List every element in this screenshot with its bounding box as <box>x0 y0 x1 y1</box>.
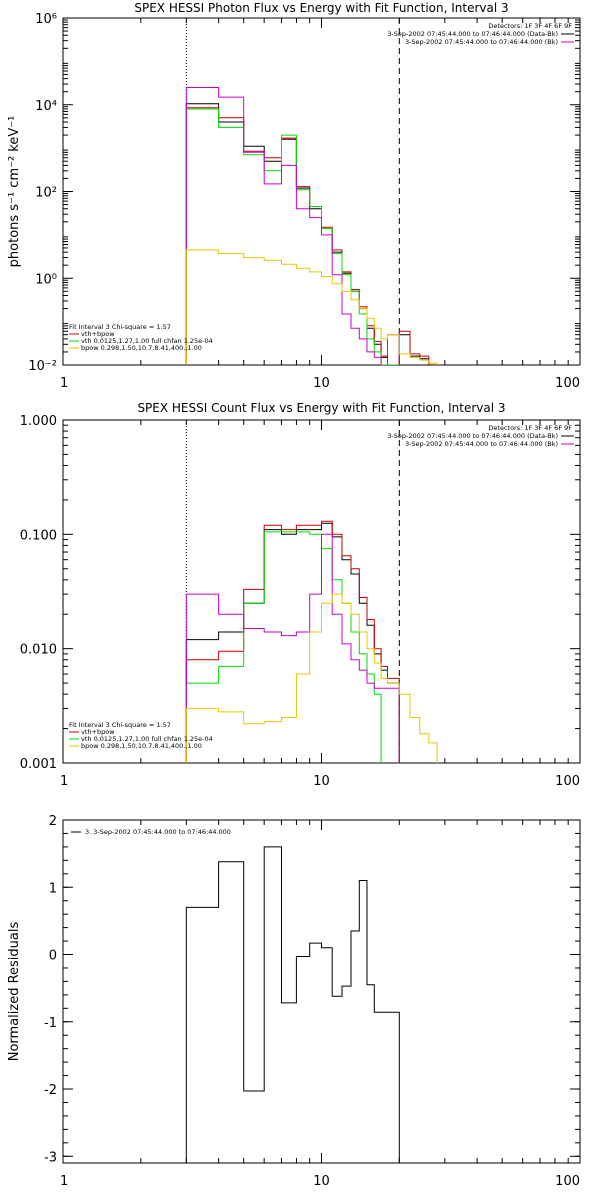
fit-legend-label: bpow 0.298,1.50,10.7,8.41,400.,1.00 <box>81 344 202 352</box>
fit-legend-label: vth+bpow <box>81 330 115 338</box>
series-line-bpow <box>185 593 438 763</box>
y-axis: 10⁻² 10⁰ 10² 10⁴ 10⁶ <box>28 12 580 374</box>
series-line-data <box>185 103 430 365</box>
x-tick-label: 1 <box>60 1174 68 1189</box>
series-background <box>185 533 400 763</box>
x-tick-label: 10 <box>313 376 330 391</box>
y-tick-label: 10⁻² <box>28 359 57 374</box>
chart-title: SPEX HESSI Count Flux vs Energy with Fit… <box>137 401 505 415</box>
detector-legend: Detectors: 1F 3F 4F 6F 9F3-Sep-2002 07:4… <box>387 424 574 448</box>
y-tick-label: 2 <box>49 814 57 829</box>
y-tick-label: 0.010 <box>20 643 57 658</box>
y-tick-label: 0.001 <box>20 757 57 772</box>
series-line-background <box>185 533 400 763</box>
fit-legend-header: Fit Interval 3 Chi-square = 1.57 <box>69 721 171 729</box>
y-axis: -3 -2 -1 0 1 2 <box>44 814 580 1165</box>
series-line-vth <box>185 108 400 365</box>
y-tick-label: 1 <box>49 881 57 896</box>
interval-legend: 3. 3-Sep-2002 07:45:44.000 to 07:46:44.0… <box>71 828 231 836</box>
y-axis: 0.001 0.010 0.100 1.000 <box>20 414 580 772</box>
y-tick-label: 0 <box>49 949 57 964</box>
detector-legend: Detectors: 1F 3F 4F 6F 9F3-Sep-2002 07:4… <box>387 22 574 46</box>
series-line-background <box>185 87 400 365</box>
series-line-residuals <box>185 846 400 1163</box>
x-tick-label: 10 <box>313 774 330 789</box>
legend-label: 3. 3-Sep-2002 07:45:44.000 to 07:46:44.0… <box>85 828 231 836</box>
legend-label: 3-Sep-2002 07:45:44.000 to 07:46:44.000 … <box>405 38 558 46</box>
series-line-bpow <box>185 249 438 365</box>
fit-legend: Fit Interval 3 Chi-square = 1.57vth+bpow… <box>69 721 213 750</box>
fit-legend-label: bpow 0.298,1.50,10.7,8.41,400.,1.00 <box>81 742 202 750</box>
y-tick-label: 10⁶ <box>35 12 57 27</box>
plot-frame <box>62 819 581 1164</box>
chart-panel-2: SPEX HESSI Count Flux vs Energy with Fit… <box>20 401 581 789</box>
chart-title: SPEX HESSI Photon Flux vs Energy with Fi… <box>134 1 508 15</box>
plot-frame <box>62 17 581 366</box>
y-tick-label: -1 <box>44 1016 57 1031</box>
fit-legend-label: vth 0.0125,1.27,1.00 full chfan 1.25e-04 <box>81 337 213 345</box>
y-axis-label: photons s⁻¹ cm⁻² keV⁻¹ <box>7 116 22 268</box>
fit-legend-header: Fit Interval 3 Chi-square = 1.57 <box>69 323 171 331</box>
x-axis: 1 10 100 <box>60 820 580 1189</box>
x-tick-label: 100 <box>555 1174 580 1189</box>
x-axis: 1 10 100 <box>60 420 580 789</box>
series-line-total <box>185 107 430 365</box>
fit-legend-label: vth+bpow <box>81 728 115 736</box>
series-residuals <box>185 846 400 1163</box>
series-bpow <box>185 249 438 365</box>
legend-label: 3-Sep-2002 07:45:44.000 to 07:46:44.000 … <box>405 440 558 448</box>
y-tick-label: 10⁰ <box>35 272 57 287</box>
series-total <box>185 107 430 365</box>
series-background <box>185 87 400 365</box>
y-tick-label: -3 <box>44 1150 57 1165</box>
y-tick-label: 0.100 <box>20 528 57 543</box>
series-line-vth <box>185 531 382 763</box>
x-tick-label: 10 <box>313 1174 330 1189</box>
fit-legend: Fit Interval 3 Chi-square = 1.57vth+bpow… <box>69 323 213 352</box>
y-tick-label: 1.000 <box>20 414 57 429</box>
y-tick-label: -2 <box>44 1083 57 1098</box>
legend-header: Detectors: 1F 3F 4F 6F 9F <box>488 424 572 432</box>
series-bpow <box>185 593 438 763</box>
series-data <box>185 103 430 365</box>
x-tick-label: 100 <box>555 376 580 391</box>
plot-area <box>185 520 438 763</box>
chart-panel-3: 1 10 100 -3 -2 -1 0 1 2 Normalized Residuals 3. 3-… <box>7 814 581 1189</box>
legend-label: 3-Sep-2002 07:45:44.000 to 07:46:44.000 … <box>387 30 558 38</box>
chart-panel-1: SPEX HESSI Photon Flux vs Energy with Fi… <box>7 1 581 391</box>
x-tick-label: 1 <box>60 774 68 789</box>
legend-label: 3-Sep-2002 07:45:44.000 to 07:46:44.000 … <box>387 432 558 440</box>
y-tick-label: 10⁴ <box>35 99 57 114</box>
series-vth <box>185 108 400 365</box>
y-axis-label: Normalized Residuals <box>7 922 22 1062</box>
x-axis: 1 10 100 <box>60 18 580 391</box>
x-tick-label: 100 <box>555 774 580 789</box>
y-tick-label: 10² <box>35 186 57 201</box>
series-vth <box>185 531 382 763</box>
plot-area <box>185 87 438 365</box>
plot-area <box>185 846 400 1163</box>
fit-legend-label: vth 0.0125,1.27,1.00 full chfan 1.25e-04 <box>81 735 213 743</box>
legend-header: Detectors: 1F 3F 4F 6F 9F <box>488 22 572 30</box>
x-tick-label: 1 <box>60 376 68 391</box>
